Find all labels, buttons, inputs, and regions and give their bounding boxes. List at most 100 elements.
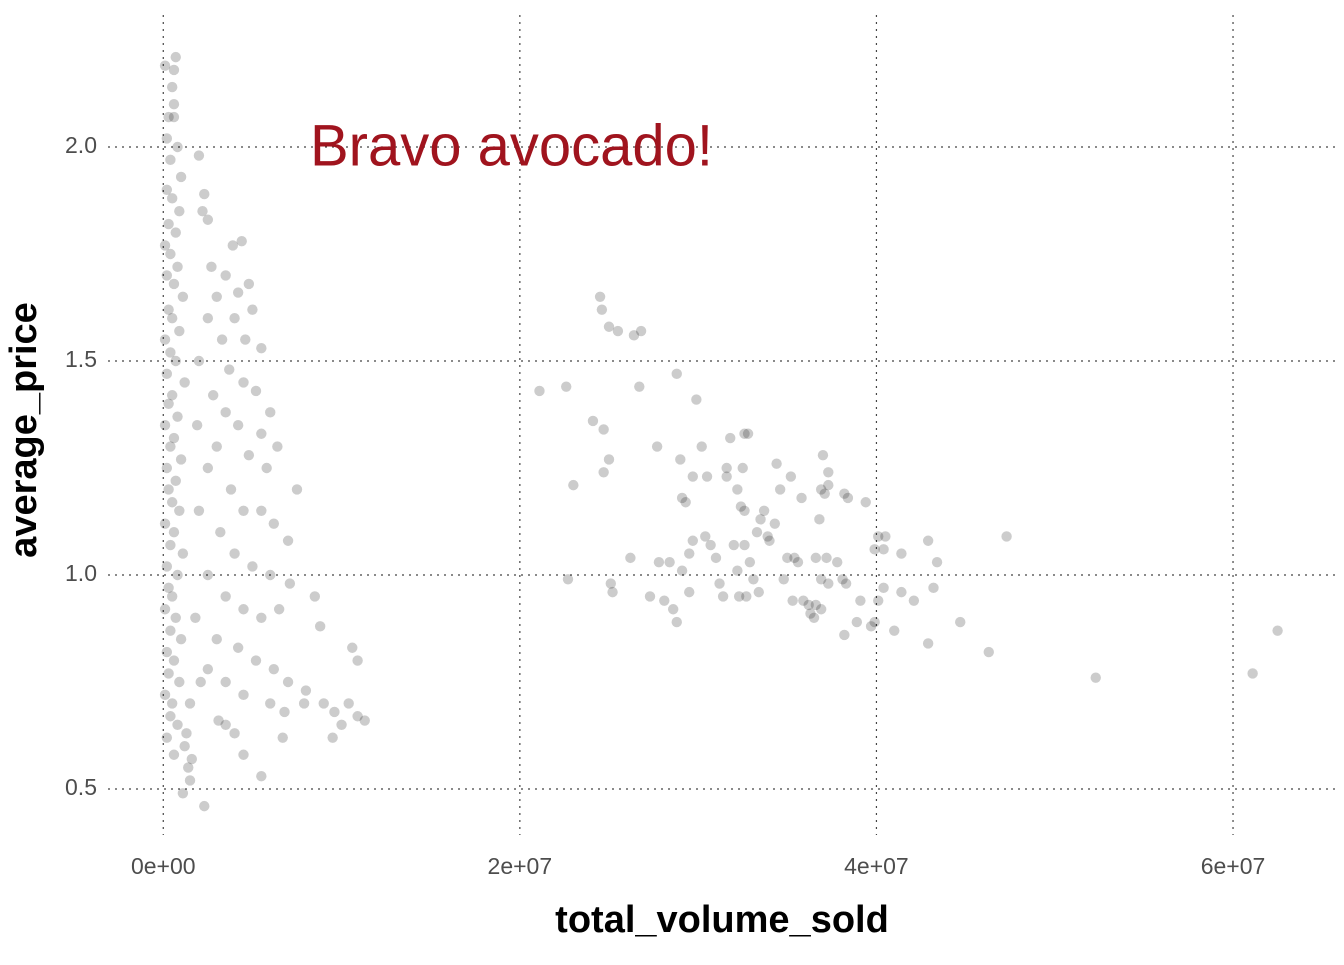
point xyxy=(832,556,843,568)
point xyxy=(163,218,174,230)
point xyxy=(256,505,267,516)
point xyxy=(751,527,763,538)
point xyxy=(983,646,994,658)
point xyxy=(596,304,608,315)
point xyxy=(605,578,616,589)
point xyxy=(561,381,572,392)
point xyxy=(298,698,310,709)
point xyxy=(823,578,834,589)
point xyxy=(343,698,354,709)
point xyxy=(163,484,174,495)
point xyxy=(170,355,181,367)
point xyxy=(282,535,294,546)
point xyxy=(174,206,185,217)
point xyxy=(284,578,296,589)
point xyxy=(172,141,183,153)
point xyxy=(922,638,934,649)
point xyxy=(594,291,606,302)
point xyxy=(175,634,187,645)
point xyxy=(163,668,174,679)
point xyxy=(220,719,231,730)
point xyxy=(1272,625,1283,636)
point xyxy=(277,732,288,743)
point xyxy=(161,368,173,380)
point xyxy=(175,454,187,465)
point xyxy=(318,698,329,709)
point xyxy=(769,518,781,529)
y-tick-label: 1.0 xyxy=(65,560,97,586)
point xyxy=(170,227,181,238)
point xyxy=(261,462,272,474)
point xyxy=(771,458,782,469)
point xyxy=(823,467,834,478)
point xyxy=(758,505,770,516)
point xyxy=(817,449,829,461)
point xyxy=(691,394,702,405)
point xyxy=(814,514,825,525)
point xyxy=(721,471,732,482)
point xyxy=(220,676,231,688)
point xyxy=(896,586,907,598)
point xyxy=(625,552,636,564)
point xyxy=(782,552,793,564)
grid xyxy=(108,15,1340,835)
point xyxy=(238,749,249,760)
point xyxy=(684,548,695,559)
point xyxy=(159,60,171,71)
point xyxy=(568,479,579,491)
point xyxy=(172,719,183,730)
y-tick-label: 2.0 xyxy=(65,132,97,158)
point xyxy=(733,591,745,602)
point xyxy=(735,501,747,512)
point xyxy=(928,582,939,594)
point xyxy=(889,625,900,636)
point xyxy=(628,330,640,341)
point xyxy=(224,364,235,375)
point xyxy=(220,407,231,418)
point xyxy=(216,334,228,345)
point xyxy=(855,595,866,606)
point xyxy=(238,689,249,701)
points xyxy=(159,51,1283,812)
point xyxy=(764,535,775,546)
point xyxy=(250,385,262,397)
point xyxy=(778,574,789,585)
point xyxy=(207,390,219,401)
point xyxy=(243,449,255,461)
point xyxy=(291,484,303,495)
point xyxy=(240,334,251,345)
point xyxy=(166,698,178,709)
point xyxy=(211,441,222,452)
point xyxy=(202,313,214,324)
point xyxy=(815,574,827,585)
x-tick-label: 0e+00 xyxy=(131,853,196,879)
point xyxy=(612,325,624,337)
point xyxy=(664,556,675,568)
point xyxy=(159,689,171,701)
point xyxy=(232,642,244,653)
point xyxy=(202,462,214,474)
point xyxy=(177,788,189,799)
point xyxy=(161,184,173,195)
point xyxy=(922,535,934,546)
point xyxy=(165,711,176,722)
point xyxy=(644,591,656,602)
point xyxy=(721,462,732,474)
x-tick-label: 2e+07 xyxy=(488,853,553,879)
point xyxy=(742,428,754,439)
point xyxy=(177,291,189,302)
point xyxy=(635,325,647,337)
point xyxy=(860,497,871,508)
point xyxy=(184,698,196,709)
y-tick-label: 0.5 xyxy=(65,774,97,800)
point xyxy=(869,544,880,555)
point xyxy=(815,604,827,615)
point xyxy=(159,604,171,615)
point xyxy=(213,715,224,726)
point xyxy=(256,770,267,782)
annotation: Bravo avocado! xyxy=(310,113,713,178)
point xyxy=(195,676,206,688)
point xyxy=(598,467,609,478)
point xyxy=(225,484,237,495)
